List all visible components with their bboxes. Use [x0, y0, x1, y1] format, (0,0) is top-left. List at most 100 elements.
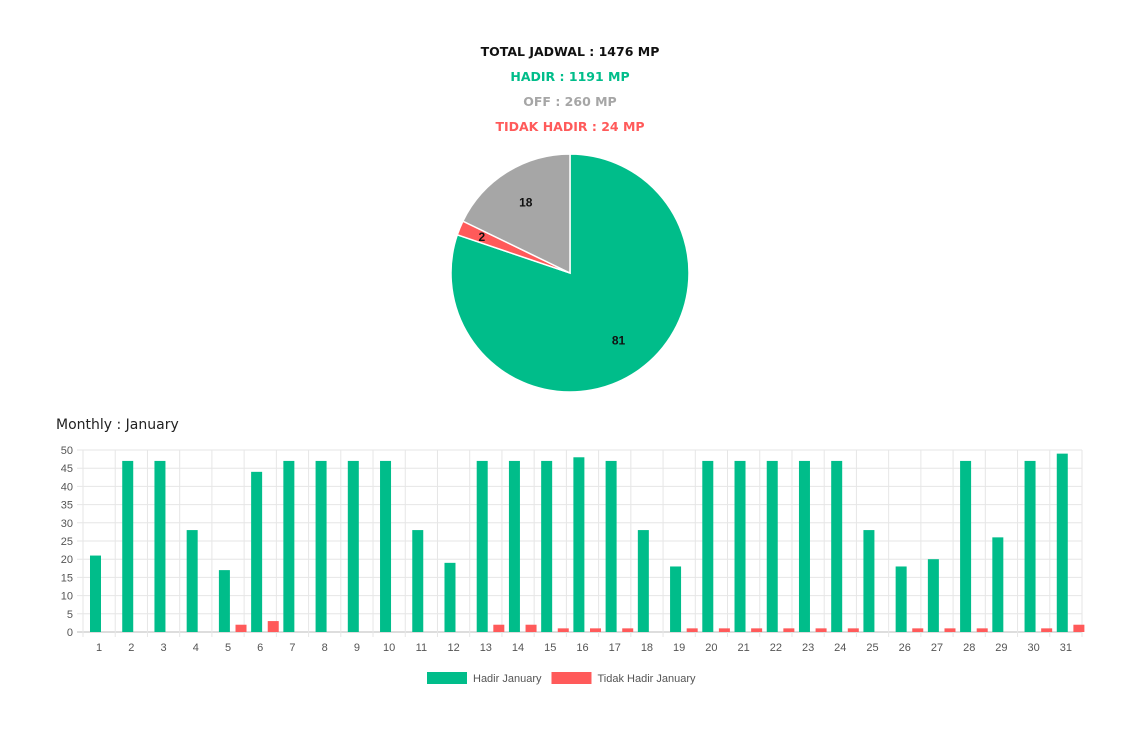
x-tick-label: 1: [96, 642, 102, 654]
tidak-hadir-label: TIDAK HADIR : 24 MP: [495, 119, 645, 134]
summary-panel: TOTAL JADWAL : 1476 MP HADIR : 1191 MP O…: [0, 42, 1140, 142]
x-tick-label: 8: [322, 642, 328, 654]
y-tick-label: 5: [67, 609, 73, 621]
hadir-label: HADIR : 1191 MP: [510, 69, 630, 84]
bar-hadir-january-27: [927, 559, 939, 632]
bar-tidak-hadir-january-26: [912, 628, 924, 632]
bar-tidak-hadir-january-16: [590, 628, 601, 632]
bar-hadir-january-7: [283, 460, 295, 632]
y-tick-label: 40: [61, 481, 73, 493]
bar-hadir-january-29: [992, 537, 1004, 632]
bar-hadir-january-16: [573, 457, 585, 632]
bar-hadir-january-5: [218, 570, 230, 632]
pie-data-label: 2: [479, 230, 486, 244]
legend-swatch: [427, 672, 467, 684]
off-label: OFF : 260 MP: [523, 94, 617, 109]
x-tick-label: 30: [1028, 642, 1040, 654]
x-tick-label: 22: [770, 642, 782, 654]
x-tick-label: 6: [257, 642, 263, 654]
bar-hadir-january-3: [154, 460, 166, 632]
bar-hadir-january-19: [670, 566, 682, 632]
pie-data-label: 81: [612, 334, 626, 348]
bar-tidak-hadir-january-23: [815, 628, 827, 632]
bar-hadir-january-6: [251, 471, 263, 632]
x-tick-label: 16: [576, 642, 588, 654]
x-tick-label: 25: [866, 642, 878, 654]
bar-tidak-hadir-january-22: [783, 628, 795, 632]
x-tick-label: 13: [480, 642, 492, 654]
x-tick-label: 29: [995, 642, 1007, 654]
total-jadwal-label: TOTAL JADWAL : 1476 MP: [480, 44, 660, 59]
x-tick-label: 19: [673, 642, 685, 654]
x-tick-label: 31: [1060, 642, 1072, 654]
bar-hadir-january-22: [766, 460, 778, 632]
monthly-chart-title: Monthly : January: [56, 417, 179, 433]
bar-hadir-january-4: [186, 530, 198, 632]
legend-label: Tidak Hadir January: [597, 673, 696, 685]
x-tick-label: 27: [931, 642, 943, 654]
x-tick-label: 24: [834, 642, 846, 654]
x-tick-label: 26: [899, 642, 911, 654]
bar-hadir-january-23: [798, 460, 810, 632]
legend-swatch: [551, 672, 592, 684]
bar-hadir-january-24: [831, 460, 843, 632]
bar-hadir-january-11: [412, 530, 424, 632]
bar-hadir-january-10: [380, 460, 392, 632]
x-tick-label: 4: [193, 642, 199, 654]
bar-hadir-january-8: [315, 460, 327, 632]
x-tick-label: 2: [128, 642, 134, 654]
bar-hadir-january-12: [444, 562, 456, 632]
bar-tidak-hadir-january-20: [718, 628, 730, 632]
x-tick-label: 20: [705, 642, 717, 654]
bar-tidak-hadir-january-27: [944, 628, 956, 632]
bar-hadir-january-18: [637, 530, 649, 632]
x-tick-label: 12: [447, 642, 459, 654]
x-tick-label: 15: [544, 642, 556, 654]
y-tick-label: 20: [61, 554, 73, 566]
y-tick-label: 15: [61, 572, 73, 584]
x-tick-label: 23: [802, 642, 814, 654]
bar-hadir-january-14: [508, 460, 520, 632]
bar-hadir-january-1: [90, 555, 101, 632]
attendance-pie-chart: 81 2 18: [450, 153, 690, 393]
y-tick-label: 45: [61, 463, 73, 475]
x-tick-label: 3: [161, 642, 167, 654]
bar-tidak-hadir-january-13: [493, 624, 505, 632]
bar-tidak-hadir-january-31: [1073, 624, 1085, 632]
bar-hadir-january-17: [605, 460, 617, 632]
bar-hadir-january-26: [895, 566, 907, 632]
bar-tidak-hadir-january-30: [1041, 628, 1053, 632]
pie-slice-off: [461, 153, 571, 275]
y-tick-label: 0: [67, 627, 73, 639]
x-tick-label: 10: [383, 642, 395, 654]
y-tick-label: 25: [61, 536, 73, 548]
bar-hadir-january-30: [1024, 460, 1036, 632]
x-tick-label: 18: [641, 642, 653, 654]
bar-hadir-january-28: [960, 460, 972, 632]
legend-label: Hadir January: [473, 673, 542, 685]
x-tick-label: 21: [738, 642, 750, 654]
bar-tidak-hadir-january-6: [267, 621, 279, 632]
bar-hadir-january-2: [122, 460, 134, 632]
x-tick-label: 7: [289, 642, 295, 654]
y-tick-label: 10: [61, 591, 73, 603]
x-tick-label: 17: [609, 642, 621, 654]
bar-hadir-january-9: [347, 460, 359, 632]
y-tick-label: 30: [61, 518, 73, 530]
x-tick-label: 28: [963, 642, 975, 654]
y-tick-label: 35: [61, 500, 73, 512]
bar-hadir-january-21: [734, 460, 746, 632]
x-tick-label: 14: [512, 642, 524, 654]
bar-tidak-hadir-january-14: [525, 624, 537, 632]
bar-hadir-january-15: [541, 460, 553, 632]
x-tick-label: 5: [225, 642, 231, 654]
bar-hadir-january-20: [702, 460, 714, 632]
bar-tidak-hadir-january-24: [847, 628, 859, 632]
bar-tidak-hadir-january-21: [751, 628, 763, 632]
y-tick-label: 50: [61, 445, 73, 457]
x-tick-label: 9: [354, 642, 360, 654]
bar-tidak-hadir-january-17: [622, 628, 634, 632]
bar-hadir-january-31: [1056, 453, 1068, 632]
x-tick-label: 11: [416, 642, 427, 654]
bar-hadir-january-25: [863, 530, 875, 632]
